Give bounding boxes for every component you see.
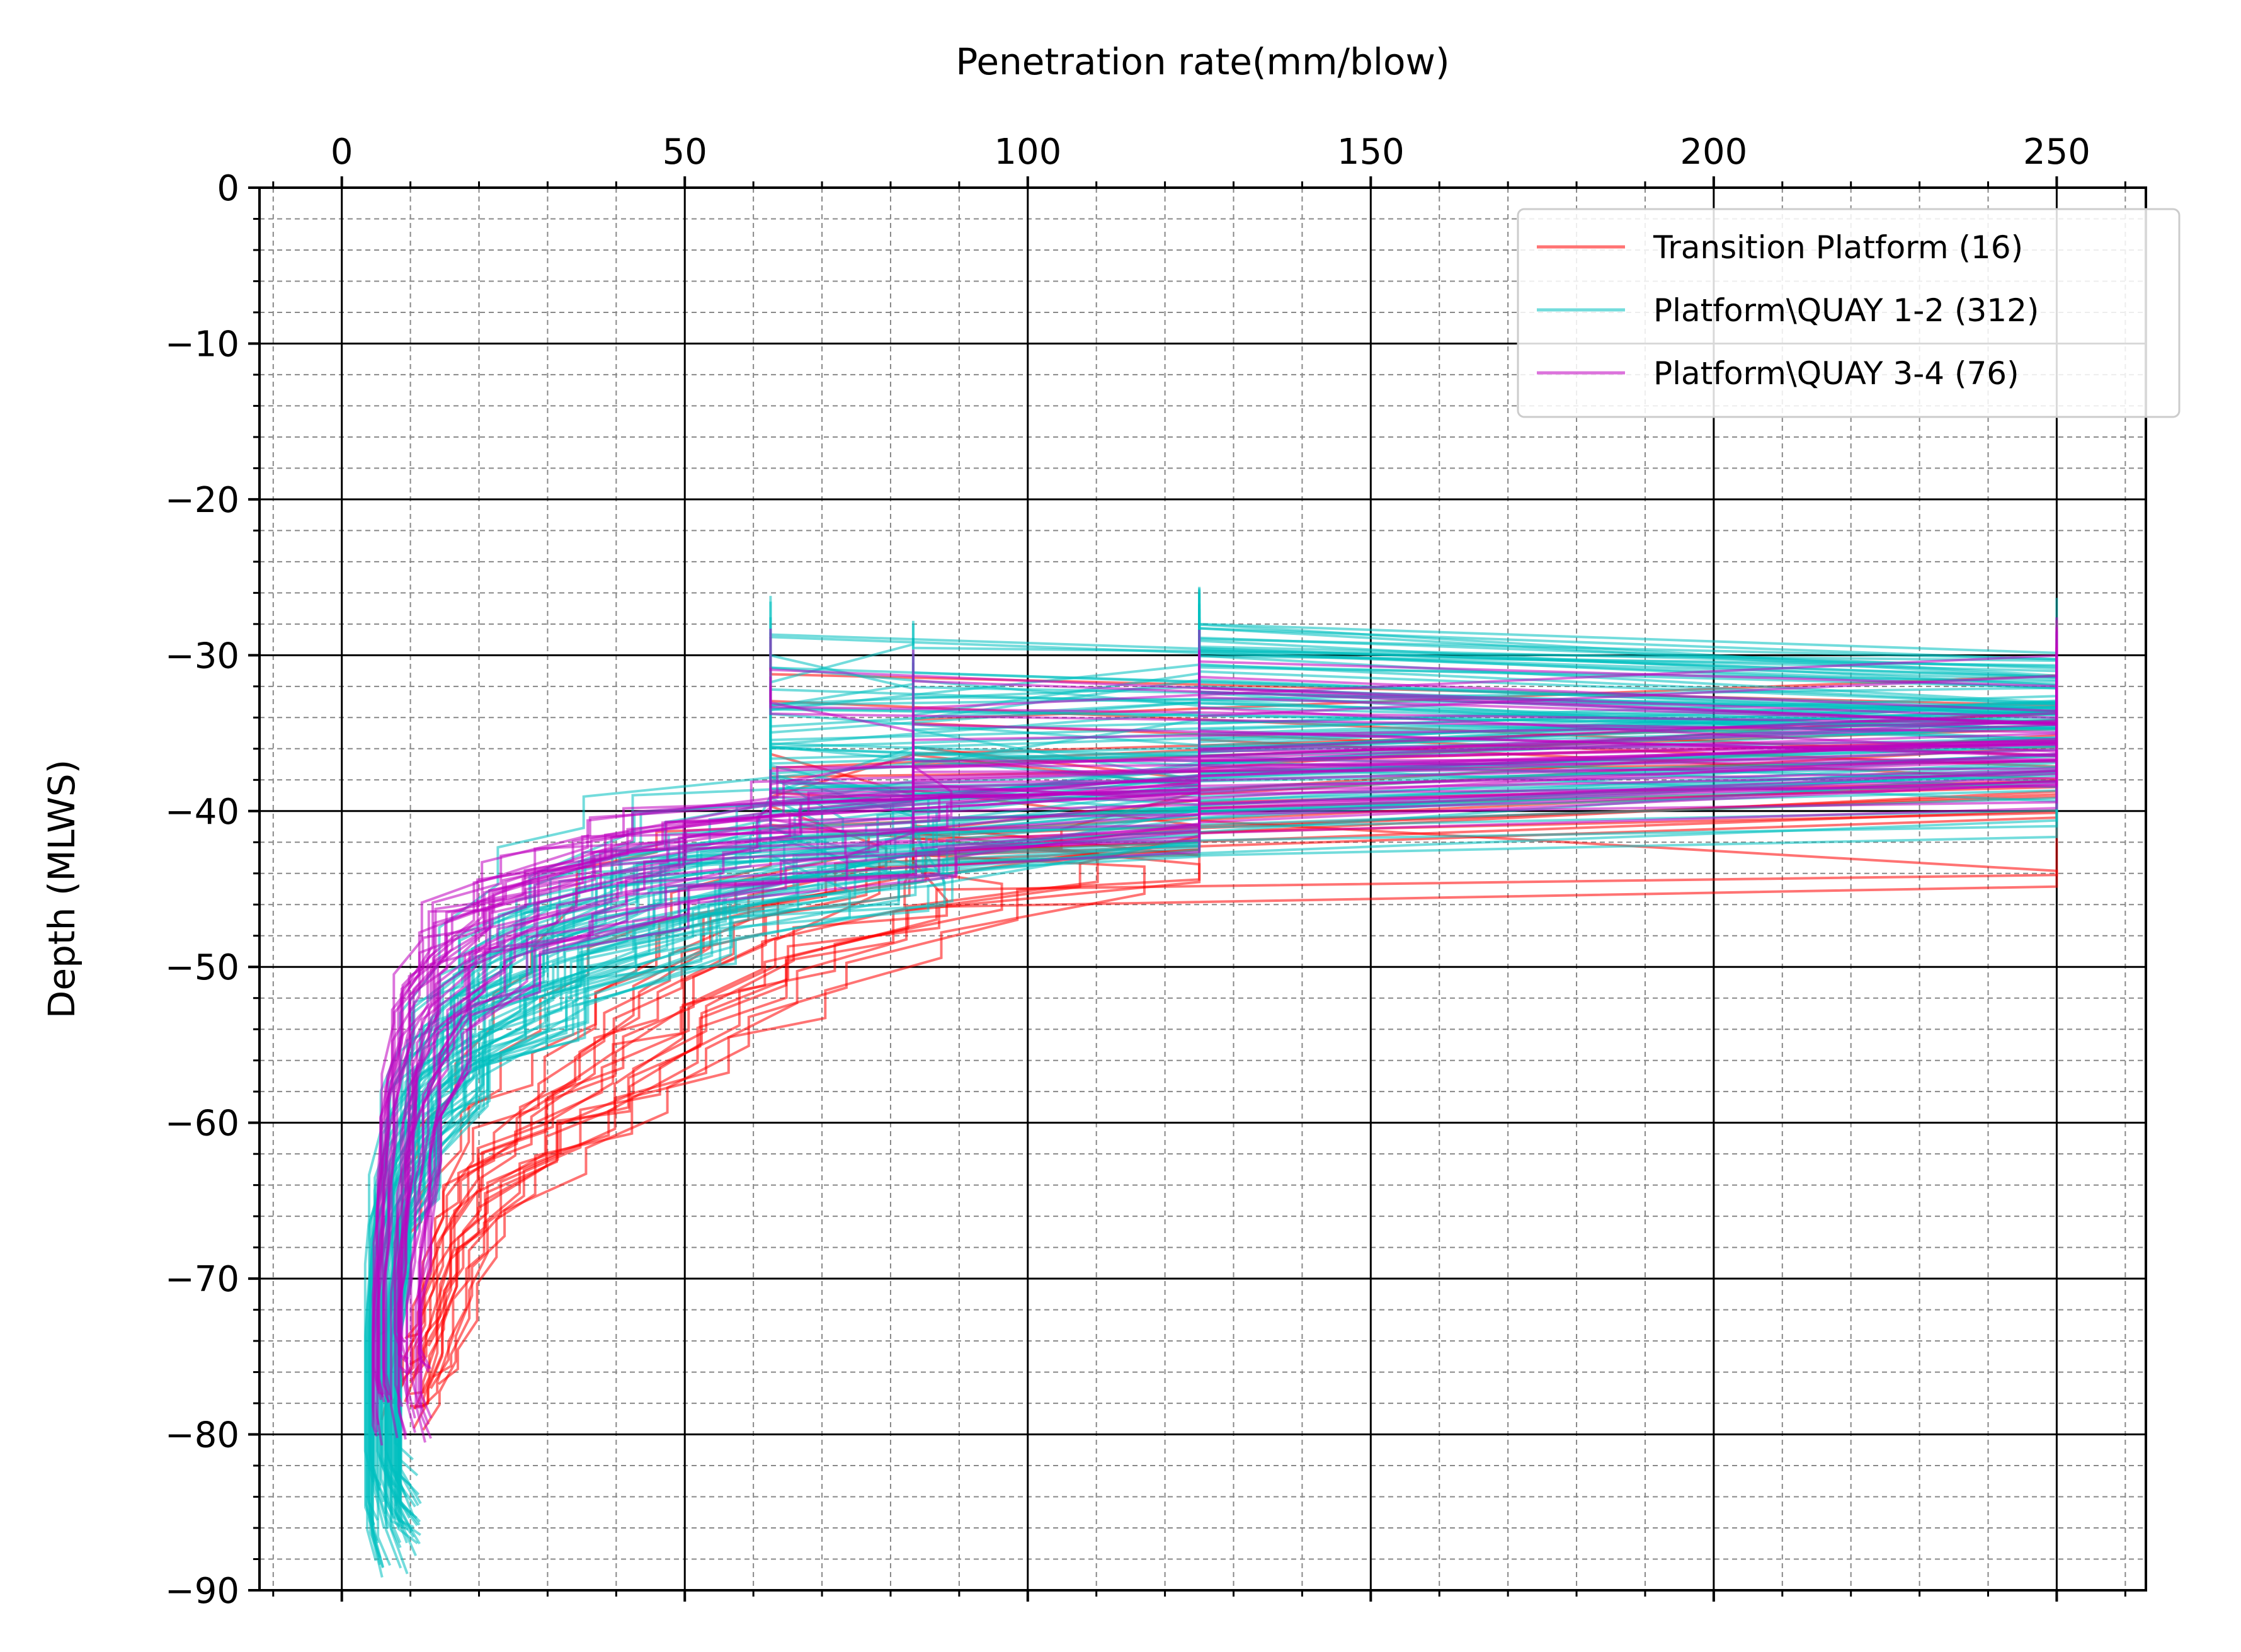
legend: Transition Platform (16) Platform\QUAY 1… (1517, 208, 2181, 418)
y-tick-label: 0 (217, 168, 239, 209)
y-tick-label: −60 (165, 1103, 239, 1144)
series-line-2 (393, 630, 2058, 1352)
y-tick-label: −50 (165, 947, 239, 988)
series-line-2 (372, 710, 2058, 1437)
y-tick-label: −20 (165, 480, 239, 521)
y-tick-label: −40 (165, 792, 239, 833)
legend-label-transition-platform: Transition Platform (16) (1653, 229, 2023, 266)
x-tick-label: 150 (1337, 132, 1405, 173)
y-tick-label: −10 (165, 324, 239, 365)
series-line-0 (413, 710, 2058, 1410)
axes-frame (258, 186, 2147, 1592)
y-tick-label: −30 (165, 635, 239, 676)
series-line-2 (409, 665, 2058, 1410)
y-tick-label: −80 (165, 1415, 239, 1456)
series-line-2 (394, 668, 915, 1408)
x-tick-label: 0 (331, 132, 353, 173)
plot-lines (363, 586, 2058, 1578)
x-axis-label: Penetration rate(mm/blow) (955, 40, 1449, 83)
y-tick-label: −70 (165, 1259, 239, 1300)
y-axis-label: Depth (MLWS) (40, 760, 83, 1019)
x-tick-label: 200 (1680, 132, 1747, 173)
legend-box (1517, 208, 2181, 418)
legend-label-quay-1-2: Platform\QUAY 1-2 (312) (1653, 292, 2039, 329)
series-line-2 (384, 654, 2058, 1401)
series-line-2 (399, 657, 2058, 1404)
legend-label-quay-3-4: Platform\QUAY 3-4 (76) (1653, 355, 2019, 392)
minor-grid (259, 188, 2146, 1590)
x-tick-label: 250 (2023, 132, 2090, 173)
tick-labels: 0 50 100 150 200 250 0 −10 −20 −30 −40 −50 −60 −70 −80… (165, 132, 2090, 1612)
axis-ticks (248, 176, 2126, 1602)
y-tick-label: −90 (165, 1571, 239, 1612)
x-tick-label: 50 (663, 132, 707, 173)
x-tick-label: 100 (994, 132, 1061, 173)
